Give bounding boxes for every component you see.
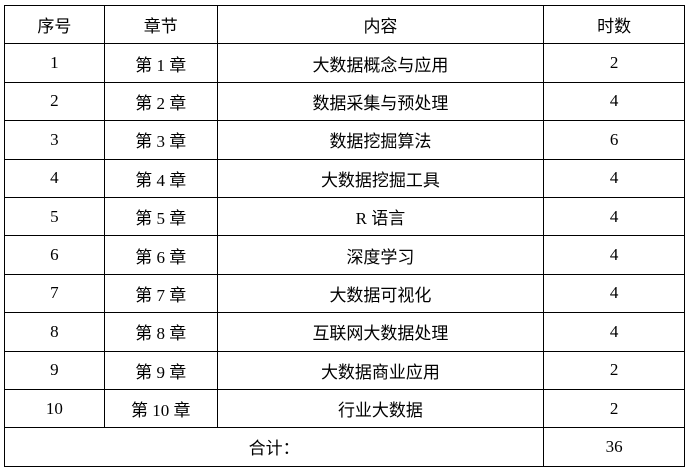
header-row: 序号 章节 内容 时数 (4, 4, 685, 45)
cell-content: 行业大数据 (216, 388, 545, 429)
header-content: 内容 (216, 4, 545, 45)
total-label: 合计： (3, 427, 545, 467)
cell-chapter: 第 4 章 (103, 158, 218, 198)
cell-hours: 4 (543, 273, 685, 314)
cell-content: 大数据可视化 (216, 273, 545, 314)
total-row: 合计： 36 (3, 427, 685, 467)
cell-hours: 4 (543, 81, 685, 122)
cell-index: 1 (4, 43, 105, 83)
cell-index: 6 (4, 235, 105, 275)
cell-index: 4 (4, 158, 105, 198)
cell-chapter: 第 9 章 (103, 350, 218, 390)
cell-chapter: 第 7 章 (103, 273, 218, 314)
cell-content: 数据采集与预处理 (216, 81, 545, 122)
cell-content: 大数据概念与应用 (216, 43, 545, 83)
cell-hours: 4 (543, 158, 685, 198)
cell-chapter: 第 1 章 (103, 43, 218, 83)
cell-hours: 4 (543, 235, 685, 275)
cell-index: 7 (4, 273, 105, 314)
cell-hours: 6 (543, 120, 685, 160)
header-chapter: 章节 (103, 4, 218, 45)
cell-chapter: 第 5 章 (103, 196, 218, 237)
cell-hours: 4 (543, 196, 685, 237)
cell-content: R 语言 (216, 196, 545, 237)
cell-index: 10 (4, 388, 105, 429)
cell-index: 3 (4, 120, 105, 160)
cell-hours: 2 (543, 43, 685, 83)
table-row: 10 第 10 章行业大数据 2 (4, 388, 685, 429)
cell-chapter: 第 8 章 (103, 312, 218, 352)
cell-chapter: 第 2 章 (103, 81, 218, 122)
cell-hours: 2 (543, 350, 685, 390)
cell-index: 5 (4, 196, 105, 237)
cell-content: 数据挖掘算法 (216, 120, 545, 160)
cell-hours: 4 (543, 312, 685, 352)
cell-hours: 2 (543, 388, 685, 429)
cell-chapter: 第 10 章 (103, 388, 218, 429)
cell-content: 深度学习 (216, 235, 545, 275)
cell-chapter: 第 6 章 (103, 235, 218, 275)
cell-content: 大数据挖掘工具 (216, 158, 545, 198)
cell-content: 大数据商业应用 (216, 350, 545, 390)
cell-chapter: 第 3 章 (103, 120, 218, 160)
cell-index: 9 (4, 350, 105, 390)
total-value: 36 (543, 427, 685, 467)
cell-index: 2 (4, 81, 105, 122)
header-hours: 时数 (543, 4, 685, 45)
header-index: 序号 (4, 4, 105, 45)
cell-content: 互联网大数据处理 (216, 312, 545, 352)
cell-index: 8 (4, 312, 105, 352)
